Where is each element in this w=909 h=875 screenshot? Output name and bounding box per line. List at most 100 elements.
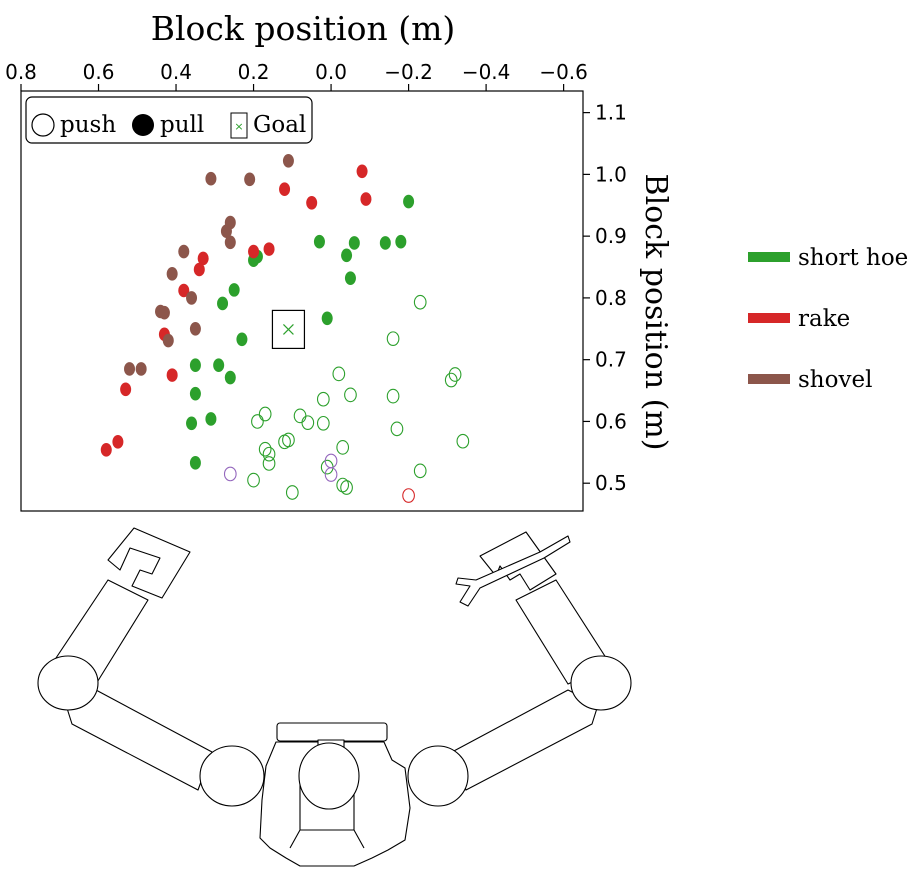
point-push-short-hoe xyxy=(336,440,350,455)
y-axis-ticks: 0.5 0.6 0.7 0.8 0.9 1.0 1.1 xyxy=(583,101,627,495)
robot-right-elbow xyxy=(407,745,469,807)
x-tick-label: 0.8 xyxy=(5,60,37,84)
point-pull-rake xyxy=(306,195,318,210)
marker-legend: push pull × Goal xyxy=(25,96,313,144)
point-push-short-hoe xyxy=(413,294,427,310)
point-pull-short-hoe xyxy=(236,332,248,347)
robot-head xyxy=(298,742,360,810)
point-pull-shovel xyxy=(189,321,201,336)
point-push-short-hoe xyxy=(301,415,315,431)
x-tick-label: −0.4 xyxy=(462,60,511,84)
point-pull-rake xyxy=(248,244,260,259)
point-pull-short-hoe xyxy=(379,236,391,250)
point-pull-shovel xyxy=(178,244,190,259)
marker-legend-frame xyxy=(25,96,313,144)
robot-left-elbow xyxy=(199,745,265,807)
point-push-short-hoe xyxy=(258,441,272,457)
point-pull-short-hoe xyxy=(348,236,360,250)
point-push-short-hoe xyxy=(444,372,458,388)
point-pull-short-hoe xyxy=(189,456,201,470)
point-push-short-hoe xyxy=(293,408,307,424)
point-pull-shovel xyxy=(220,224,232,239)
legend-goal-label: Goal xyxy=(253,112,306,138)
point-pull-rake xyxy=(193,262,205,277)
y-tick-label: 0.5 xyxy=(595,471,627,495)
goal-box xyxy=(271,309,306,350)
y-tick-label: 0.6 xyxy=(595,409,627,433)
tool-legend: short hoe rake shovel xyxy=(748,245,908,393)
point-pull-short-hoe xyxy=(344,271,356,285)
legend-push-marker xyxy=(31,113,55,137)
point-push-short-hoe xyxy=(251,414,264,429)
point-push-short-hoe xyxy=(413,463,427,479)
x-tick-label: 0.4 xyxy=(160,60,192,84)
legend-push-label: push xyxy=(60,112,116,138)
point-pull-shovel xyxy=(244,172,256,187)
legend-goal-x: × xyxy=(234,120,243,133)
point-pull-shovel xyxy=(166,267,178,281)
point-pull-rake xyxy=(356,164,368,179)
point-pull-shovel xyxy=(162,333,174,348)
robot-left-gripper xyxy=(107,527,191,599)
point-push-short-hoe xyxy=(332,366,346,382)
legend-goal-box xyxy=(230,112,248,139)
point-pull-rake xyxy=(166,368,178,382)
legend-pull-label: pull xyxy=(160,112,204,138)
point-pull-short-hoe xyxy=(205,412,217,426)
goal-marker xyxy=(271,309,306,350)
point-pull-short-hoe xyxy=(321,311,333,326)
legend-swatch-rake xyxy=(748,313,790,323)
robot-right-upper-arm xyxy=(451,689,599,791)
x-tick-label: 0.2 xyxy=(238,60,270,84)
point-push-short-hoe xyxy=(344,387,357,403)
robot-held-tool xyxy=(455,535,571,607)
point-push-short-hoe xyxy=(386,388,400,404)
point-push-short-hoe xyxy=(258,406,272,422)
point-pull-shovel xyxy=(158,305,170,320)
goal-x-stroke xyxy=(283,323,294,335)
x-tick-label: 0.6 xyxy=(83,60,115,84)
y-tick-label: 0.7 xyxy=(595,348,627,372)
point-pull-short-hoe xyxy=(228,283,240,297)
point-pull-shovel xyxy=(282,153,294,168)
robot-left-upper-arm xyxy=(65,689,213,791)
point-push-short-hoe xyxy=(448,367,462,382)
robot-illustration xyxy=(37,527,632,867)
point-pull-short-hoe xyxy=(224,370,236,385)
point-push-short-hoe xyxy=(262,446,276,462)
y-tick-label: 1.0 xyxy=(595,162,627,186)
point-push-short-hoe xyxy=(316,391,330,407)
point-pull-short-hoe xyxy=(217,296,229,311)
point-push-other xyxy=(223,466,237,482)
point-pull-rake xyxy=(178,283,190,298)
point-pull-rake xyxy=(120,382,132,397)
y-tick-label: 0.8 xyxy=(595,286,627,310)
legend-label-rake: rake xyxy=(798,306,850,332)
point-push-short-hoe xyxy=(320,459,334,475)
point-pull-rake xyxy=(360,192,372,206)
x-axis-ticks: 0.8 0.6 0.4 0.2 0.0 −0.2 −0.4 −0.6 xyxy=(5,60,588,91)
point-push-short-hoe xyxy=(278,434,291,450)
y-axis-label: Block position (m) xyxy=(638,174,673,451)
point-pull-short-hoe xyxy=(189,386,201,401)
point-pull-rake xyxy=(112,435,124,449)
point-push-short-hoe xyxy=(247,472,260,488)
point-pull-shovel xyxy=(124,362,136,376)
point-pull-rake xyxy=(279,182,291,197)
robot-right-shoulder xyxy=(570,655,632,711)
point-pull-short-hoe xyxy=(341,248,353,263)
plot-frame xyxy=(20,90,584,512)
point-push-other xyxy=(324,467,338,482)
point-pull-shovel xyxy=(224,235,236,250)
legend-label-shovel: shovel xyxy=(798,367,872,393)
point-push-short-hoe xyxy=(390,421,404,437)
x-tick-label: −0.6 xyxy=(539,60,588,84)
x-axis-label: Block position (m) xyxy=(151,9,456,48)
x-tick-label: −0.2 xyxy=(384,60,433,84)
point-pull-rake xyxy=(197,251,209,266)
y-tick-label: 0.9 xyxy=(595,224,627,248)
robot-left-shoulder xyxy=(37,655,99,711)
point-pull-short-hoe xyxy=(213,358,225,373)
point-push-rake xyxy=(402,488,415,503)
